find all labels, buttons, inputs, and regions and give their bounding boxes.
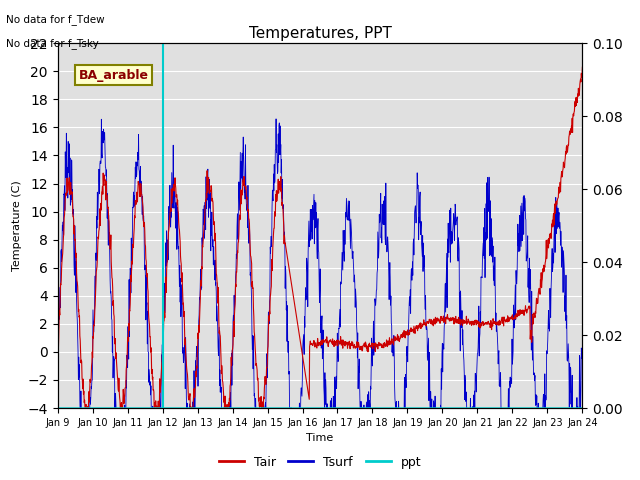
Y-axis label: Temperature (C): Temperature (C)	[12, 180, 22, 271]
Text: BA_arable: BA_arable	[79, 69, 148, 82]
Text: No data for f_Tdew: No data for f_Tdew	[6, 14, 105, 25]
X-axis label: Time: Time	[307, 433, 333, 443]
Text: No data for f_Tsky: No data for f_Tsky	[6, 38, 99, 49]
Legend: Tair, Tsurf, ppt: Tair, Tsurf, ppt	[214, 451, 426, 474]
Title: Temperatures, PPT: Temperatures, PPT	[248, 25, 392, 41]
